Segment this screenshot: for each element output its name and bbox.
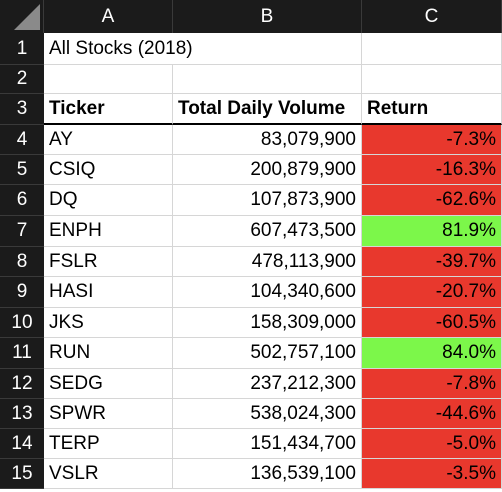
row-header[interactable]: 8 (0, 247, 44, 277)
row-header[interactable]: 10 (0, 308, 44, 338)
cell-a[interactable]: SEDG (44, 369, 173, 399)
row-header[interactable]: 14 (0, 429, 44, 459)
column-header-a[interactable]: A (44, 0, 173, 33)
table-row: 11 RUN 502,757,100 84.0% (0, 338, 502, 369)
select-all-corner[interactable] (0, 0, 44, 33)
table-row: 2 (0, 65, 502, 94)
cell-c[interactable]: -7.3% (362, 125, 502, 155)
row-header[interactable]: 7 (0, 216, 44, 247)
table-row: 6 DQ 107,873,900 -62.6% (0, 185, 502, 216)
table-row: 1 All Stocks (2018) (0, 33, 502, 65)
cell-a[interactable]: SPWR (44, 399, 173, 429)
cell-b[interactable]: 104,340,600 (173, 277, 362, 308)
table-row: 5 CSIQ 200,879,900 -16.3% (0, 155, 502, 185)
table-row: 7 ENPH 607,473,500 81.9% (0, 216, 502, 247)
cell-a[interactable]: TERP (44, 429, 173, 459)
cell-a[interactable]: Ticker (44, 94, 173, 125)
cell-a[interactable] (44, 65, 173, 94)
cell-a[interactable]: JKS (44, 308, 173, 338)
cell-b[interactable]: Total Daily Volume (173, 94, 362, 125)
table-row: 12 SEDG 237,212,300 -7.8% (0, 369, 502, 399)
cell-b[interactable]: 136,539,100 (173, 459, 362, 489)
table-row: 8 FSLR 478,113,900 -39.7% (0, 247, 502, 277)
cell-c[interactable]: -62.6% (362, 185, 502, 216)
table-row: 13 SPWR 538,024,300 -44.6% (0, 399, 502, 429)
row-header[interactable]: 12 (0, 369, 44, 399)
cell-b[interactable]: 107,873,900 (173, 185, 362, 216)
cell-b[interactable]: 607,473,500 (173, 216, 362, 247)
cell-b[interactable] (173, 65, 362, 94)
row-header[interactable]: 13 (0, 399, 44, 429)
row-header[interactable]: 1 (0, 33, 44, 65)
table-row: 4 AY 83,079,900 -7.3% (0, 125, 502, 155)
row-header[interactable]: 4 (0, 125, 44, 155)
cell-c[interactable]: -16.3% (362, 155, 502, 185)
cell-a[interactable]: All Stocks (2018) (44, 33, 193, 65)
cell-b[interactable]: 502,757,100 (173, 338, 362, 369)
cell-a[interactable]: DQ (44, 185, 173, 216)
cell-a[interactable]: FSLR (44, 247, 173, 277)
cell-c[interactable]: 84.0% (362, 338, 502, 369)
cell-c[interactable]: -3.5% (362, 459, 502, 489)
cell-c[interactable]: 81.9% (362, 216, 502, 247)
cell-b[interactable]: 200,879,900 (173, 155, 362, 185)
cell-b[interactable]: 83,079,900 (173, 125, 362, 155)
cell-c[interactable]: -60.5% (362, 308, 502, 338)
cell-b[interactable]: 478,113,900 (173, 247, 362, 277)
cell-a[interactable]: HASI (44, 277, 173, 308)
cell-b[interactable]: 237,212,300 (173, 369, 362, 399)
row-header[interactable]: 3 (0, 94, 44, 125)
cell-b[interactable]: 158,309,000 (173, 308, 362, 338)
cell-c[interactable] (362, 33, 502, 65)
row-header[interactable]: 5 (0, 155, 44, 185)
cell-c[interactable]: -7.8% (362, 369, 502, 399)
cell-c[interactable]: -44.6% (362, 399, 502, 429)
select-all-triangle-icon (14, 4, 40, 30)
column-header-b[interactable]: B (173, 0, 362, 33)
cell-c[interactable]: -20.7% (362, 277, 502, 308)
cell-c[interactable]: -39.7% (362, 247, 502, 277)
cell-b[interactable] (173, 33, 362, 65)
cell-b[interactable]: 151,434,700 (173, 429, 362, 459)
table-row: 10 JKS 158,309,000 -60.5% (0, 308, 502, 338)
column-header-row: A B C (0, 0, 502, 33)
cell-c[interactable]: -5.0% (362, 429, 502, 459)
table-row: 14 TERP 151,434,700 -5.0% (0, 429, 502, 459)
cell-a[interactable]: ENPH (44, 216, 173, 247)
row-header[interactable]: 2 (0, 65, 44, 94)
table-row: 3 Ticker Total Daily Volume Return (0, 94, 502, 125)
row-header[interactable]: 11 (0, 338, 44, 369)
row-header[interactable]: 6 (0, 185, 44, 216)
row-header[interactable]: 9 (0, 277, 44, 308)
cell-c[interactable] (362, 65, 502, 94)
column-header-c[interactable]: C (362, 0, 502, 33)
cell-a[interactable]: AY (44, 125, 173, 155)
table-row: 9 HASI 104,340,600 -20.7% (0, 277, 502, 308)
table-row: 15 VSLR 136,539,100 -3.5% (0, 459, 502, 489)
cell-c[interactable]: Return (362, 94, 502, 125)
cell-a[interactable]: RUN (44, 338, 173, 369)
cell-a[interactable]: CSIQ (44, 155, 173, 185)
cell-a[interactable]: VSLR (44, 459, 173, 489)
row-header[interactable]: 15 (0, 459, 44, 489)
cell-b[interactable]: 538,024,300 (173, 399, 362, 429)
